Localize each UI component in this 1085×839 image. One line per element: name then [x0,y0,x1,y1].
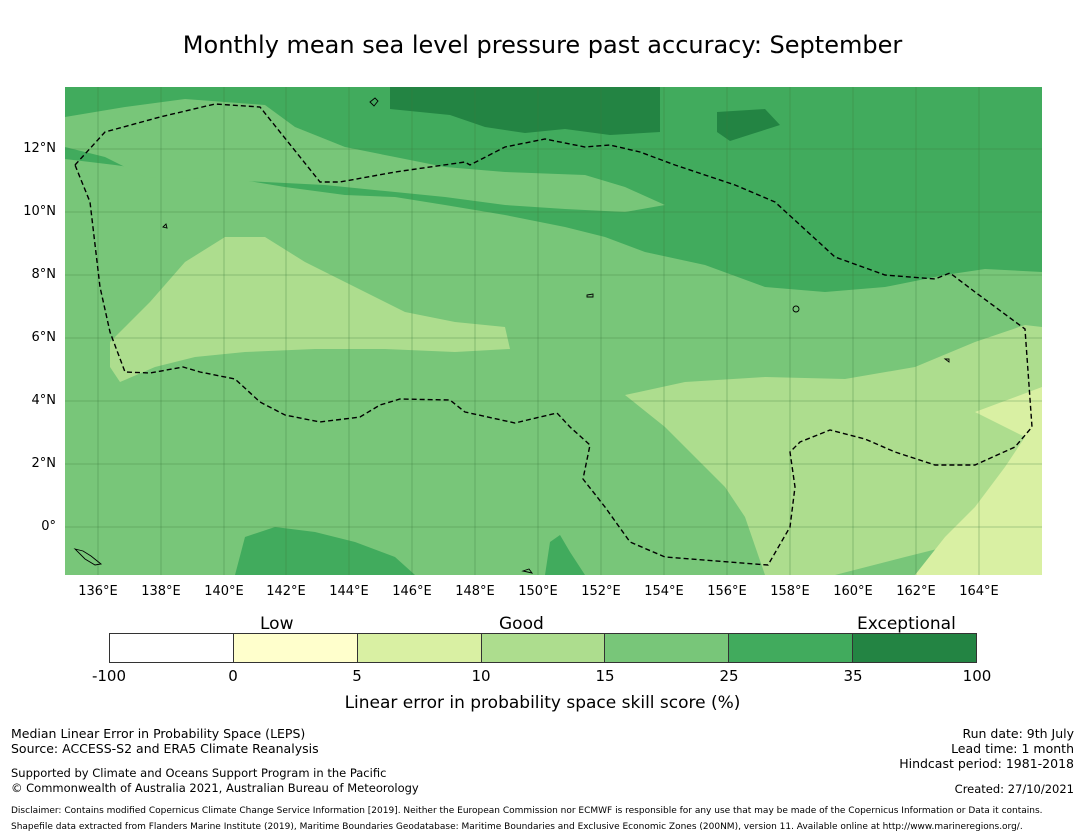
region-moderate-central [110,237,510,382]
x-tick-label: 162°E [896,584,936,599]
footer-created: Created: 27/10/2021 [954,782,1074,796]
region-moderate-southeast [625,325,1042,575]
region-good-northwest [65,99,665,212]
y-tick-label: 0° [41,519,56,534]
colorbar-segment [232,633,358,663]
x-tick-label: 136°E [78,584,118,599]
x-tick-label: 158°E [770,584,810,599]
x-tick-label: 140°E [204,584,244,599]
colorbar-tick: 35 [843,667,863,685]
x-tick-label: 150°E [518,584,558,599]
colorbar-tick: 25 [719,667,739,685]
legend-category-low: Low [260,614,294,634]
y-tick-label: 2°N [31,456,57,471]
region-exceptional-patch [717,109,780,141]
x-tick-label: 152°E [581,584,621,599]
colorbar-tick: 100 [962,667,992,685]
colorbar-tick: -100 [91,667,127,685]
legend-category-exceptional: Exceptional [857,614,956,634]
colorbar-segment [480,633,606,663]
colorbar-label: Linear error in probability space skill … [344,693,741,713]
x-tick-label: 148°E [455,584,495,599]
y-tick-label: 8°N [31,267,57,282]
colorbar-segment [852,633,978,663]
colorbar-segment [109,633,234,663]
y-tick-label: 12°N [23,141,56,156]
map-title: Monthly mean sea level pressure past acc… [182,31,903,59]
colorbar-segment [356,633,482,663]
footer-disclaimer: Disclaimer: Contains modified Copernicus… [11,806,1043,816]
colorbar-tick: 15 [595,667,615,685]
colorbar-segment [728,633,854,663]
map-gridlines [65,87,1042,575]
x-tick-label: 144°E [329,584,369,599]
x-tick-label: 164°E [959,584,999,599]
map-canvas [65,87,1042,575]
footer-copyright: © Commonwealth of Australia 2021, Austra… [11,781,419,795]
footer-left-top: Median Linear Error in Probability Space… [11,726,319,756]
legend-category-good: Good [499,614,544,634]
skill-score-map [65,87,1042,575]
colorbar [109,633,978,663]
colorbar-tick: 10 [471,667,491,685]
x-tick-label: 142°E [266,584,306,599]
footer-hindcast: Hindcast period: 1981-2018 [899,756,1074,771]
region-exceptional-north [390,87,660,135]
x-tick-label: 156°E [707,584,747,599]
y-tick-label: 4°N [31,393,57,408]
footer-support: Supported by Climate and Oceans Support … [11,766,387,780]
colorbar-segment [604,633,730,663]
footer-run-date: Run date: 9th July [962,726,1074,741]
eez-boundary [74,103,1033,566]
colorbar-tick: 0 [228,667,238,685]
islands [73,97,950,574]
footer-method: Median Linear Error in Probability Space… [11,726,306,741]
y-tick-label: 6°N [31,330,57,345]
footer-left-bottom: Supported by Climate and Oceans Support … [11,766,419,796]
x-tick-label: 146°E [392,584,432,599]
region-low-southeast [915,387,1042,575]
colorbar-tick: 5 [352,667,362,685]
footer-right: Run date: 9th July Lead time: 1 month Hi… [899,726,1074,771]
x-tick-label: 160°E [833,584,873,599]
region-high-skill-south [235,527,415,575]
region-high-skill-south2 [545,535,585,575]
footer-lead-time: Lead time: 1 month [951,741,1074,756]
y-tick-label: 10°N [23,204,56,219]
footer-source: Source: ACCESS-S2 and ERA5 Climate Reana… [11,741,319,756]
x-tick-label: 138°E [141,584,181,599]
footer-shapefile: Shapefile data extracted from Flanders M… [11,822,1023,832]
x-tick-label: 154°E [644,584,684,599]
